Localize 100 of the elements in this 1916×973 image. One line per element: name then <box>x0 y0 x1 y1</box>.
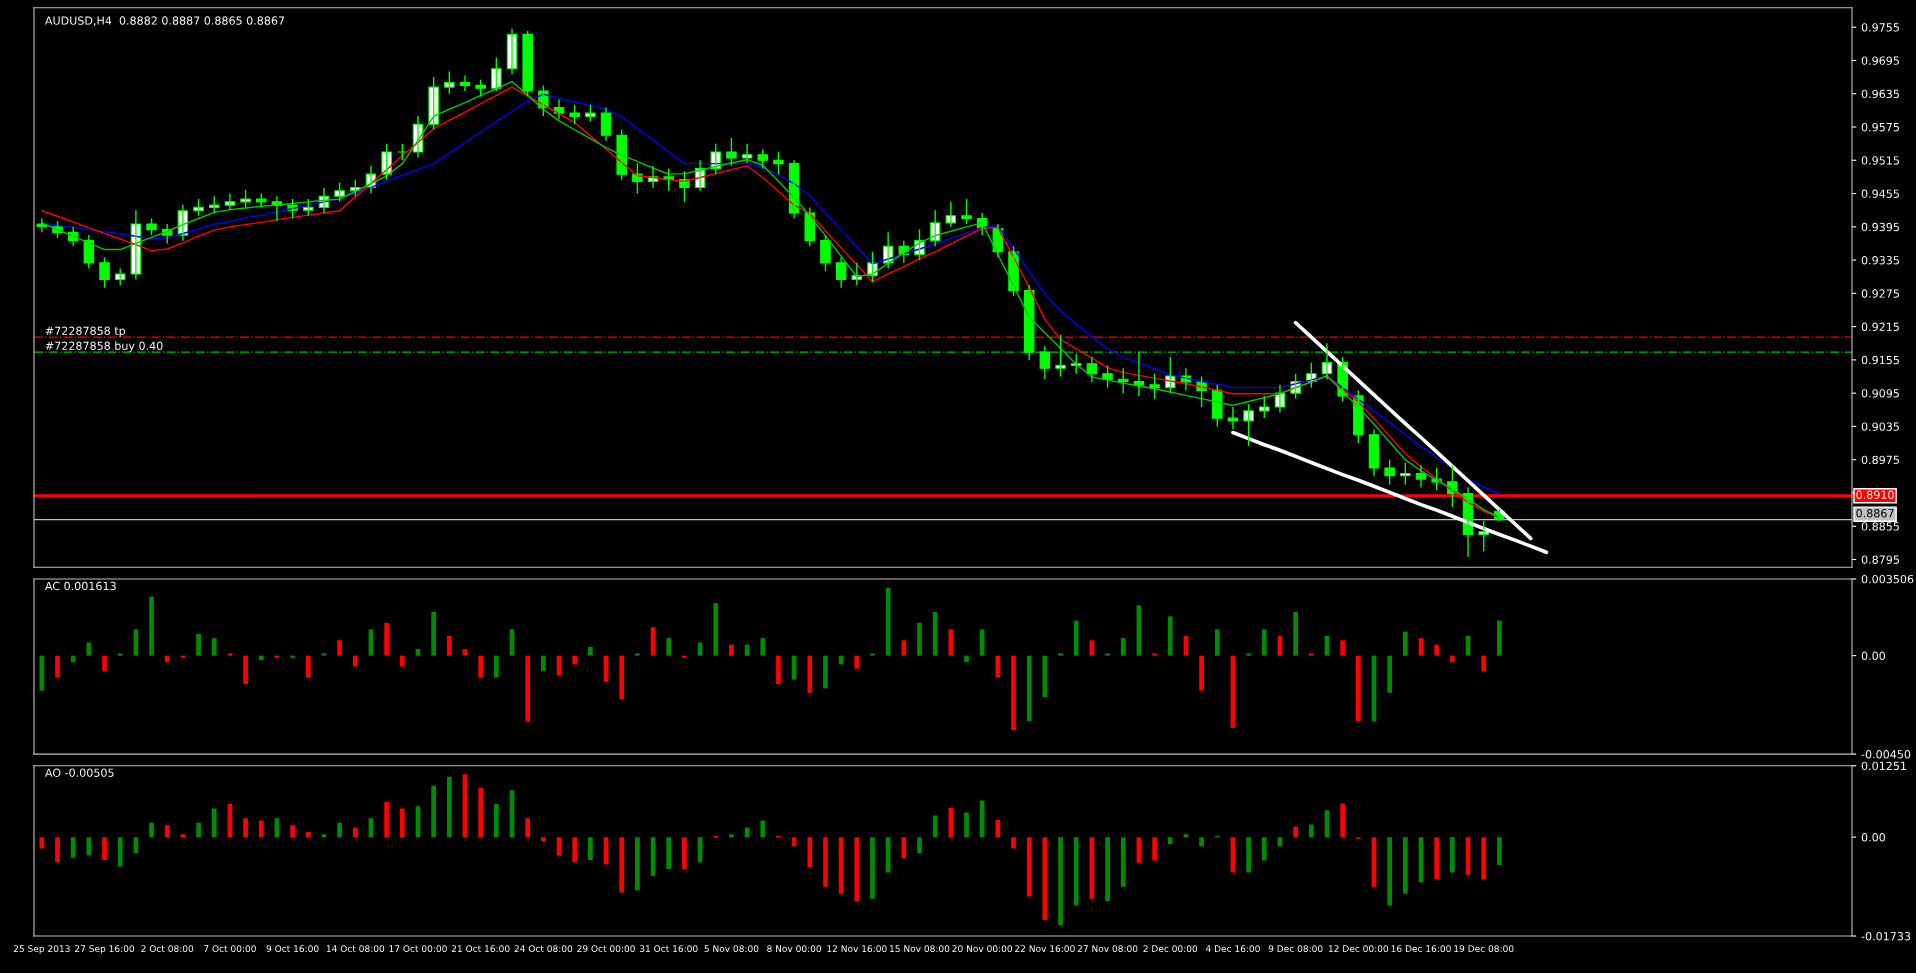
bar <box>948 808 954 838</box>
chart-title: AC 0.001613 <box>44 581 116 591</box>
bar <box>666 837 672 870</box>
line-series <box>1293 320 1533 541</box>
bar <box>1058 837 1063 926</box>
bar <box>180 834 186 838</box>
y-tick-label: 0.9515 <box>1861 156 1899 165</box>
bar <box>305 655 311 678</box>
bar <box>619 837 625 893</box>
bar <box>1105 653 1110 656</box>
bar <box>352 827 358 838</box>
bar <box>1355 655 1361 722</box>
bar <box>776 655 781 685</box>
bar <box>901 837 907 859</box>
bar <box>431 611 436 656</box>
bar <box>55 655 60 678</box>
x-tick-label: 27 Nov 08:00 <box>1077 945 1138 953</box>
bar <box>1026 655 1032 722</box>
bar <box>258 655 264 661</box>
bar <box>525 655 531 722</box>
bar <box>493 655 499 678</box>
y-tick-label: 0.9695 <box>1861 56 1899 65</box>
bar <box>1152 653 1157 656</box>
x-tick-label: 12 Nov 16:00 <box>827 945 887 953</box>
candlestick <box>444 70 455 95</box>
bar <box>541 655 546 671</box>
x-tick-label: 2 Oct 08:00 <box>141 945 194 953</box>
x-tick-label: 24 Oct 08:00 <box>514 945 573 953</box>
bar <box>399 655 405 667</box>
bar <box>384 622 389 656</box>
bar <box>948 629 954 656</box>
bar <box>729 644 734 656</box>
candlestick <box>757 148 769 170</box>
bar <box>1293 611 1298 656</box>
x-tick-label: 21 Oct 16:00 <box>451 945 510 953</box>
text: AUDUSD,H4 0.8882 0.8887 0.8865 0.8867 <box>44 16 285 26</box>
bar <box>1402 837 1408 894</box>
bar <box>431 785 436 838</box>
bar <box>164 825 170 838</box>
bar <box>1246 653 1251 656</box>
y-tick-label: 0.00 <box>1861 651 1886 661</box>
bar <box>1308 824 1314 838</box>
bar <box>870 837 875 899</box>
candlestick <box>1384 458 1395 486</box>
bar <box>290 825 295 838</box>
candlestick <box>569 104 580 125</box>
y-tick-label: 0.003506 <box>1861 574 1914 584</box>
y-tick-label: 0.9275 <box>1861 289 1899 298</box>
bar <box>55 837 60 863</box>
bar <box>1199 837 1204 847</box>
bar <box>1261 629 1267 656</box>
bar <box>1183 834 1189 838</box>
bar <box>932 611 938 656</box>
bar <box>243 655 248 685</box>
bar <box>729 834 734 838</box>
bar <box>666 638 672 656</box>
candlestick <box>726 137 737 167</box>
bar <box>1293 826 1298 838</box>
bar <box>290 655 295 658</box>
bar <box>149 822 154 838</box>
candlestick <box>961 198 972 225</box>
bar <box>682 837 687 870</box>
bar <box>964 812 969 838</box>
x-tick-label: 4 Dec 16:00 <box>1205 945 1260 953</box>
bar <box>102 655 107 671</box>
bar <box>1261 837 1267 861</box>
bar <box>384 801 389 838</box>
bar <box>760 820 766 838</box>
bar <box>258 820 264 838</box>
bar <box>352 655 358 667</box>
bar <box>901 640 907 656</box>
bar <box>164 655 170 663</box>
candlestick <box>99 256 110 289</box>
bar <box>227 653 233 656</box>
bar <box>1152 837 1157 861</box>
bar <box>964 655 969 663</box>
x-tick-label: 12 Dec 00:00 <box>1328 945 1389 953</box>
bar <box>39 655 45 691</box>
y-tick-label: 0.8795 <box>1861 555 1899 564</box>
candlestick <box>491 56 502 92</box>
y-tick-label: 0.9335 <box>1861 256 1899 265</box>
bar <box>823 655 828 689</box>
bar <box>478 655 484 678</box>
y-tick-label: 0.9095 <box>1861 389 1899 398</box>
bar <box>823 837 828 887</box>
bar <box>462 649 468 656</box>
y-tick-label: -0.00450 <box>1861 750 1911 759</box>
bar <box>713 603 719 656</box>
bar <box>196 822 201 838</box>
y-tick-label: 0.9575 <box>1861 122 1899 132</box>
x-tick-label: 5 Nov 08:00 <box>704 945 759 953</box>
candlestick <box>632 162 643 195</box>
x-tick-label: 29 Oct 00:00 <box>577 945 635 953</box>
bar <box>305 832 311 838</box>
bar <box>70 837 76 858</box>
y-tick-label: 0.9395 <box>1861 222 1899 232</box>
bar <box>1120 837 1126 887</box>
bar <box>478 788 484 838</box>
candlestick <box>945 201 957 228</box>
candlestick <box>522 30 533 98</box>
